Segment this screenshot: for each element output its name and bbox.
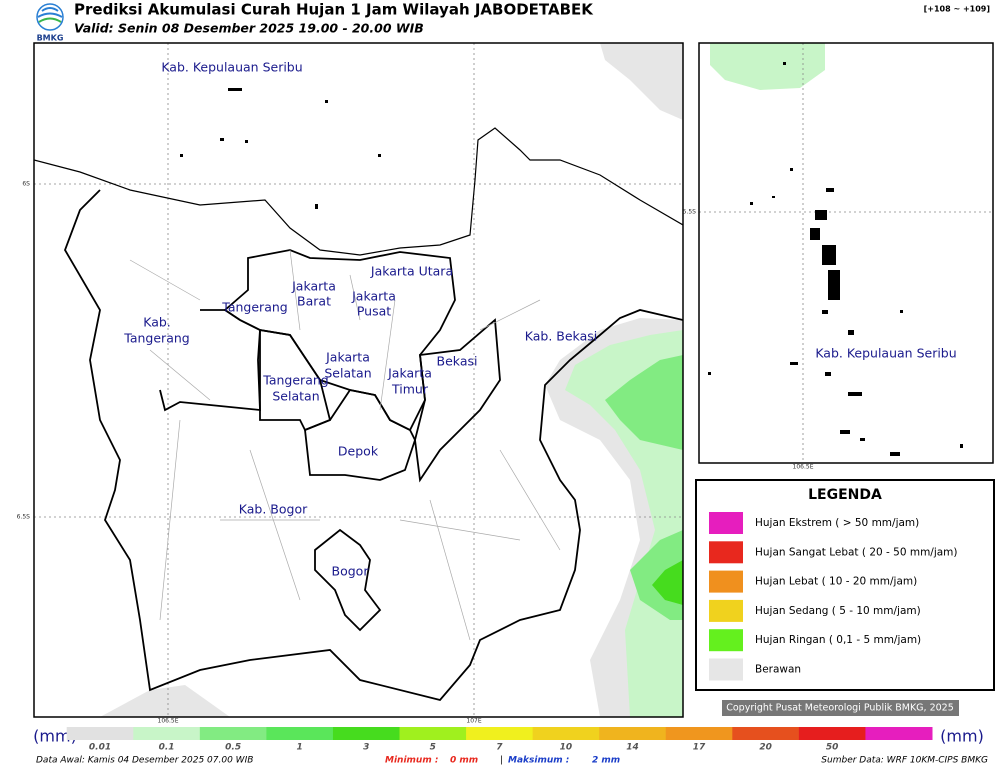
colorbar-segment <box>599 727 667 740</box>
legend-swatch <box>709 570 743 593</box>
region-label: Kab. Kepulauan Seribu <box>161 60 302 75</box>
boundary <box>414 318 501 483</box>
lon-label: 106.5E <box>158 718 179 725</box>
colorbar-segment <box>133 727 201 740</box>
colorbar-segment <box>865 727 933 740</box>
colorbar-tick-label: 0.5 <box>225 743 241 753</box>
colorbar-tick-label: 3 <box>363 743 369 753</box>
legend-title: LEGENDA <box>808 487 882 503</box>
region-label: Selatan <box>324 366 371 381</box>
logo <box>36 3 64 31</box>
boundary <box>159 309 261 412</box>
islands <box>180 88 381 209</box>
separator: | <box>500 756 503 766</box>
legend-label: Hujan Ringan ( 0,1 - 5 mm/jam) <box>755 634 921 646</box>
colorbar-segment <box>332 727 401 740</box>
colorbar-segment <box>732 727 800 740</box>
colorbar-tick-label: 17 <box>693 743 706 753</box>
lat-label: 6S <box>22 181 30 188</box>
rain-area <box>605 355 683 450</box>
region-label: Barat <box>297 294 331 309</box>
region-label: Jakarta <box>387 366 432 381</box>
legend-swatch <box>709 541 743 564</box>
legend-swatch <box>709 512 743 534</box>
unit-label: (mm) <box>33 727 77 746</box>
colorbar-segment <box>532 727 600 740</box>
colorbar-tick-label: 5 <box>430 743 436 753</box>
region-label: Kab. Bekasi <box>525 329 597 344</box>
region-label: Bekasi <box>437 354 478 369</box>
max-label: Maksimum : <box>508 756 569 766</box>
unit-label: (mm) <box>940 727 984 746</box>
range: [+108 ~ +109] <box>924 5 990 14</box>
colorbar-segment <box>66 727 134 740</box>
inset-label: Kab. Kepulauan Seribu <box>815 346 956 361</box>
legend-label: Berawan <box>755 664 801 676</box>
region-label: Jakarta <box>291 279 336 294</box>
region-label: Pusat <box>357 304 391 319</box>
coastline <box>34 127 683 256</box>
colorbar-tick-label: 14 <box>626 743 639 753</box>
colorbar-segment <box>466 727 534 740</box>
cloud-area <box>100 685 230 717</box>
subtitle: Valid: Senin 08 Desember 2025 19.00 - 20… <box>74 21 424 36</box>
colorbar-segment <box>399 727 467 740</box>
region-label: Selatan <box>272 389 319 404</box>
colorbar-segment <box>798 727 866 740</box>
inset-map: Kab. Kepulauan Seribu 5.5S 106.5E <box>683 42 994 471</box>
colorbar-tick-label: 1 <box>297 743 303 753</box>
lon-label: 106.5E <box>793 464 814 471</box>
colorbar-tick-label: 0.01 <box>89 743 111 753</box>
rain-area <box>652 560 683 605</box>
legend-swatch <box>709 629 743 652</box>
legend-swatch <box>709 658 743 681</box>
legend: LEGENDA Hujan Ekstrem ( > 50 mm/jam) Huja… <box>695 479 995 691</box>
region-label: Tangerang <box>262 373 328 388</box>
colorbar-tick-label: 50 <box>826 743 839 753</box>
colorbar-tick-label: 20 <box>759 743 772 753</box>
copyright: Copyright Pusat Meteorologi Publik BMKG,… <box>726 703 954 714</box>
region-label: Kab. Bogor <box>239 502 308 517</box>
colorbar: (mm) (mm) 0.01 0.1 0.5 1 3 5 7 10 14 17 20 50 <box>33 727 984 753</box>
colorbar-tick-label: 0.1 <box>159 743 175 753</box>
lat-label: 6.5S <box>17 514 31 521</box>
colorbar-segment <box>665 727 733 740</box>
region-label: Jakarta <box>351 289 396 304</box>
region-label: Depok <box>338 444 379 459</box>
region-label: Jakarta Utara <box>370 264 453 279</box>
colorbar-tick-label: 10 <box>560 743 573 753</box>
title: Prediksi Akumulasi Curah Hujan 1 Jam Wil… <box>74 1 594 19</box>
boundary <box>314 528 382 632</box>
legend-label: Hujan Lebat ( 10 - 20 mm/jam) <box>755 576 917 588</box>
max-value: 2 mm <box>592 756 620 766</box>
colorbar-segment <box>266 727 334 740</box>
legend-label: Hujan Sangat Lebat ( 20 - 50 mm/jam) <box>755 546 958 558</box>
colorbar-segment <box>199 727 267 740</box>
region-boundary <box>64 189 683 702</box>
data-awal: Data Awal: Kamis 04 Desember 2025 07.00 … <box>36 756 253 766</box>
copyright-box <box>722 700 959 716</box>
main-map: Kab. Kepulauan Seribu Jakarta Utara Jaka… <box>17 42 684 725</box>
colorbar-tick-label: 7 <box>496 743 503 753</box>
min-value: 0 mm <box>450 756 478 766</box>
source: Sumber Data: WRF 10KM-CIPS BMKG <box>821 756 988 766</box>
legend-label: Hujan Sedang ( 5 - 10 mm/jam) <box>755 605 921 617</box>
region-label: Tangerang <box>123 331 189 346</box>
legend-swatch <box>709 599 743 622</box>
region-label: Tangerang <box>221 300 287 315</box>
region-label: Kab. <box>143 315 171 330</box>
cloud-area <box>600 43 683 120</box>
lon-label: 107E <box>466 718 481 725</box>
logo-text: BMKG <box>37 34 64 43</box>
lat-label: 5.5S <box>683 209 697 216</box>
region-label: Jakarta <box>325 350 370 365</box>
region-label: Timur <box>391 382 429 397</box>
legend-label: Hujan Ekstrem ( > 50 mm/jam) <box>755 517 919 529</box>
min-label: Minimum : <box>385 756 438 766</box>
region-label: Bogor <box>332 564 370 579</box>
boundary <box>304 388 416 481</box>
sub-boundary <box>129 249 561 641</box>
